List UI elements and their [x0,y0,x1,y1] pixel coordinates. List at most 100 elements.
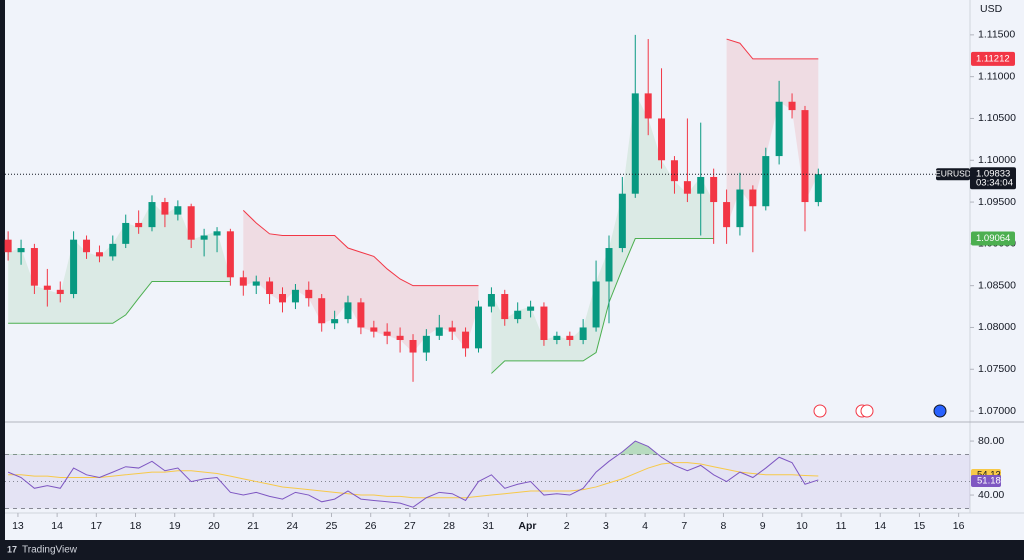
candle-body [135,222,143,228]
candle-body [95,252,103,257]
candle-body [736,189,744,228]
candle-body [56,289,64,295]
candle-body [579,327,587,340]
candle-body [318,298,326,324]
brand: TradingView [22,545,78,556]
rsi-badge [971,474,1001,487]
candle-body [618,193,626,249]
candle-body [487,294,495,307]
candle-body [814,174,822,203]
x-tick-label: 11 [836,520,847,532]
x-tick-label: 9 [760,520,766,532]
x-tick-label: 28 [443,520,455,532]
supertrend-fill [491,93,714,374]
candle-body [723,202,731,228]
last-price-badge [970,167,1016,190]
level-label: 1.11212 [976,53,1010,64]
level-badge [971,51,1015,66]
currency: USD [980,3,1003,15]
candle-body [697,176,705,194]
candle-body [239,277,247,286]
candle-body [30,248,38,286]
y-tick-label: 1.09500 [978,196,1016,208]
candle-body [370,327,378,332]
x-tick-label: 24 [286,520,298,532]
candle-body [710,176,718,203]
level-badge [971,231,1015,246]
candle-body [501,294,509,320]
x-tick-label: 16 [953,520,965,532]
candle-body [174,206,182,215]
x-tick-label: 18 [130,520,142,532]
candle-body [279,294,287,303]
x-tick-label: 27 [404,520,416,532]
candle-body [291,289,299,303]
x-tick-label: Apr [518,520,536,532]
x-tick-label: 26 [365,520,377,532]
x-tick-label: 13 [12,520,24,532]
supertrend-line [491,238,714,374]
candle-body [4,239,12,253]
candle-body [200,235,208,240]
x-tick-label: 2 [564,520,570,532]
x-tick-label: 14 [51,520,63,532]
candle-body [266,281,274,295]
candle-body [148,202,156,228]
candle-body [109,243,117,257]
candle-body [540,306,548,340]
symbol-label: EURUSD [935,168,971,178]
x-tick-label: 8 [721,520,727,532]
x-tick-label: 3 [603,520,609,532]
candle-body [213,231,221,236]
x-tick-label: 15 [914,520,926,532]
rsi-ma-line [8,462,819,499]
candle-body [605,248,613,282]
candle-body [658,118,666,161]
candle-body [775,101,783,157]
rsi-y-tick-label: 80.00 [978,435,1004,447]
y-tick-label: 1.10000 [978,154,1016,166]
candle-body [683,181,691,194]
x-tick-label: 21 [247,520,259,532]
candle-body [187,206,195,240]
candle-body [448,327,456,332]
candle-body [161,202,169,215]
candle-body [462,331,470,349]
candle-body [83,239,91,253]
candle-body [396,335,404,340]
candle-body [788,101,796,111]
candle-body [566,335,574,340]
x-tick-label: 14 [874,520,886,532]
x-tick-label: 7 [681,520,687,532]
event-icon [933,404,947,418]
x-tick-label: 19 [169,520,181,532]
x-tick-label: 31 [482,520,494,532]
candle-body [383,331,391,336]
last-price-label: 1.09833 [976,169,1010,180]
candle-body [644,93,652,119]
y-tick-label: 1.11500 [978,29,1015,41]
candle-body [631,93,639,194]
candle-body [592,281,600,328]
supertrend-line [726,38,819,60]
x-tick-label: 20 [208,520,220,532]
event-icons [813,404,947,418]
supertrend-line [242,210,479,287]
candle-body [43,285,51,290]
supertrend-fill [243,210,479,353]
x-tick-label: 4 [642,520,648,532]
candle-body [357,302,365,328]
rsi-line [7,440,819,508]
candle-body [801,110,809,203]
level-label: 1.09064 [976,233,1010,244]
candle-body [226,231,234,278]
event-icon [813,404,827,418]
y-tick-label: 1.08500 [978,279,1016,291]
rsi-y-tick-label: 40.00 [978,489,1004,501]
supertrend-line [8,280,231,324]
rsi-value-label: 51.18 [977,475,1001,486]
candle-body [344,302,352,320]
candle-body [514,310,522,320]
